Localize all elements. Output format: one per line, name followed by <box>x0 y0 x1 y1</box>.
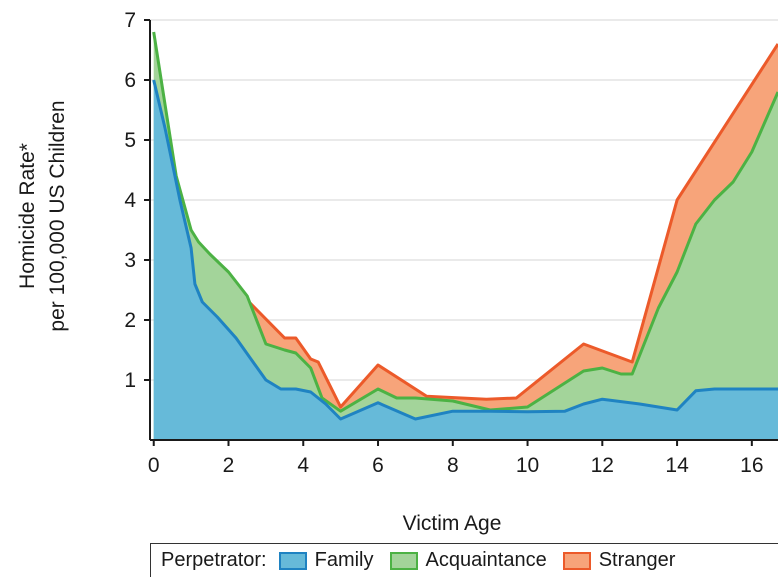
y-tick-label-5: 5 <box>124 129 136 152</box>
x-tick-label-0: 0 <box>148 454 160 477</box>
x-tick-label-14: 14 <box>665 454 689 477</box>
area-series <box>152 31 778 440</box>
line-stranger <box>248 43 778 409</box>
y-tick-label-7: 7 <box>124 9 136 32</box>
x-tick-label-16: 16 <box>740 454 763 477</box>
legend-title: Perpetrator: <box>161 549 267 571</box>
y-tick-label-1: 1 <box>124 369 136 392</box>
y-tick-label-3: 3 <box>124 249 136 272</box>
y-axis-title-line2: per 100,000 US Children <box>46 100 69 331</box>
y-tick-label-2: 2 <box>124 309 136 332</box>
y-tick-label-4: 4 <box>124 189 136 212</box>
x-axis-title: Victim Age <box>403 512 502 535</box>
legend-item-family: Family <box>278 549 374 572</box>
legend-item-acquaintance: Acquaintance <box>389 549 547 572</box>
area-family <box>153 80 778 440</box>
x-tick-label-12: 12 <box>591 454 614 477</box>
y-tick-label-6: 6 <box>124 69 136 92</box>
legend-item-stranger: Stranger <box>562 549 676 572</box>
x-tick-label-4: 4 <box>297 454 309 477</box>
legend-swatch-acquaintance <box>389 551 418 570</box>
legend-label-family: Family <box>314 549 374 571</box>
legend-label-stranger: Stranger <box>598 549 676 571</box>
line-acquaintance <box>152 31 778 413</box>
legend-swatch-stranger <box>562 551 591 570</box>
x-tick-label-8: 8 <box>447 454 459 477</box>
x-tick-label-6: 6 <box>372 454 384 477</box>
line-family <box>152 79 778 421</box>
y-axis-title-line1: Homicide Rate* <box>16 143 39 289</box>
x-tick-label-10: 10 <box>516 454 539 477</box>
axes <box>144 19 778 446</box>
legend: Perpetrator: Family Acquaintance Strange… <box>150 543 778 577</box>
x-tick-label-2: 2 <box>223 454 235 477</box>
legend-swatch-family <box>278 551 307 570</box>
legend-label-acquaintance: Acquaintance <box>425 549 547 571</box>
